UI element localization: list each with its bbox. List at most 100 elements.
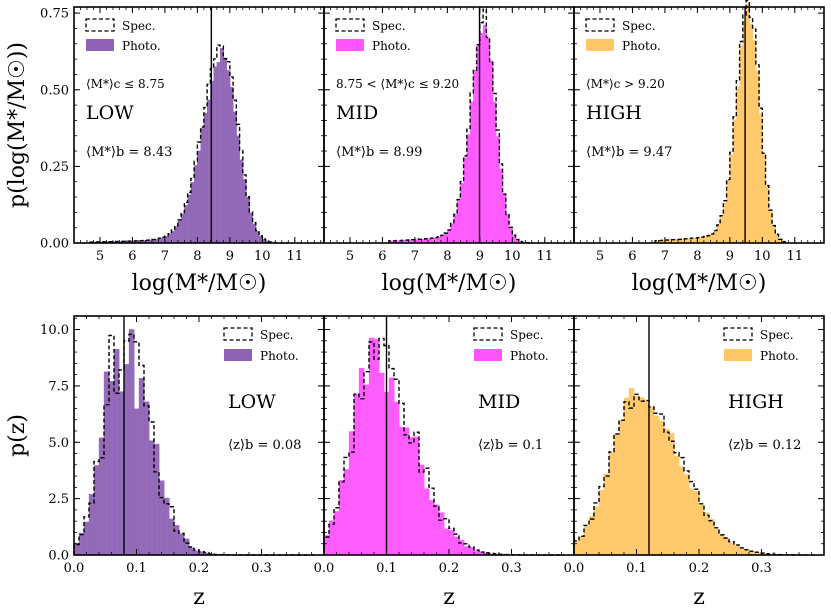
x-tick-label: 7	[411, 249, 419, 264]
legend-photo-label: Photo.	[622, 39, 661, 53]
photo-bar	[328, 520, 335, 556]
photo-bar	[338, 480, 345, 556]
photo-bar	[683, 474, 690, 556]
legend-spec-label: Spec.	[372, 19, 406, 33]
x-tick-label: 0.2	[689, 561, 710, 576]
photo-bar	[236, 135, 241, 244]
photo-bar	[598, 489, 605, 556]
photo-bar	[453, 536, 460, 556]
median-label: ⟨z⟩b = 0.1	[478, 438, 543, 453]
x-tick-label: 0.3	[251, 561, 272, 576]
bin-label: MID	[478, 391, 520, 413]
photo-bar	[716, 225, 721, 244]
x-tick-label: 11	[787, 249, 804, 264]
x-axis-title: z	[443, 585, 455, 610]
photo-bar	[123, 364, 130, 556]
legend-photo-swatch	[474, 349, 502, 361]
spec-outline	[388, 8, 533, 244]
legend-photo-swatch	[224, 349, 252, 361]
legend-photo-label: Photo.	[372, 39, 411, 53]
panel-top-low: 5 6 7 8 9 10 11 0.00 0.25 0.50 0.75 log(M*/M☉) p(log…	[5, 6, 325, 296]
bin-label: LOW	[86, 102, 134, 124]
photo-bar	[745, 4, 750, 244]
x-tick-label: 0.1	[376, 561, 397, 576]
photo-bar	[128, 329, 135, 556]
panel-top-mid: 5 6 7 8 9 10 11 log(M*/M☉) Spec. Photo. 8.75 < ⟨M*…	[323, 6, 575, 296]
legend-spec-swatch	[585, 18, 615, 32]
x-tick-label: 8	[443, 249, 451, 264]
photo-bar	[223, 58, 228, 244]
photo-bar	[736, 86, 741, 244]
spec-outline	[654, 0, 786, 243]
photo-bar	[428, 500, 435, 556]
legend-spec-label: Spec.	[510, 328, 544, 342]
photo-bar	[482, 25, 487, 244]
photo-bar	[469, 101, 474, 244]
photo-bar	[499, 168, 504, 244]
legend-spec-swatch	[85, 18, 115, 32]
legend-spec-label: Spec.	[260, 328, 294, 342]
photo-bar	[603, 473, 610, 556]
photo-bar	[460, 182, 465, 244]
bin-label: HIGH	[586, 102, 642, 124]
legend-photo-swatch	[724, 349, 752, 361]
photo-bar	[333, 511, 340, 556]
x-tick-label: 0.0	[64, 561, 85, 576]
x-tick-label: 8	[193, 249, 201, 264]
x-tick-label: 8	[693, 249, 701, 264]
photo-bar	[83, 521, 90, 556]
x-tick-label: 10	[754, 249, 771, 264]
x-tick-label: 11	[537, 249, 554, 264]
photo-bar	[703, 512, 710, 556]
y-axis-title: p(z)	[5, 414, 30, 457]
x-tick-label: 0.1	[626, 561, 647, 576]
photo-bar	[413, 436, 420, 556]
median-label: ⟨z⟩b = 0.08	[228, 438, 301, 453]
photo-bar	[648, 406, 655, 556]
photo-bar	[678, 466, 685, 556]
bin-label: HIGH	[728, 391, 784, 413]
x-tick-label: 11	[287, 249, 304, 264]
x-tick-label: 5	[346, 249, 354, 264]
legend-photo-label: Photo.	[260, 349, 299, 363]
x-tick-label: 7	[661, 249, 669, 264]
photo-bar	[593, 506, 600, 556]
x-tick-label: 0.1	[126, 561, 147, 576]
bin-label: MID	[336, 102, 378, 124]
photo-bar	[388, 377, 395, 556]
photo-bar	[219, 48, 224, 244]
x-tick-label: 5	[96, 249, 104, 264]
photo-bar	[78, 532, 85, 556]
photo-bar	[368, 337, 375, 556]
photo-bar	[423, 488, 430, 556]
bin-cut-label: 8.75 < ⟨M*⟩c ≤ 9.20	[336, 77, 459, 91]
photo-bar	[229, 86, 234, 244]
photo-bar	[178, 533, 185, 556]
x-axis-title: log(M*/M☉)	[632, 271, 767, 296]
photo-bar	[93, 465, 100, 556]
legend-spec-swatch	[335, 18, 365, 32]
photo-bar	[463, 157, 468, 244]
bin-label: LOW	[228, 391, 276, 413]
photo-bar	[749, 23, 754, 244]
photo-bar	[608, 452, 615, 556]
legend-photo-swatch	[86, 39, 114, 51]
legend-spec-label: Spec.	[122, 19, 156, 33]
photo-bar	[440, 235, 445, 244]
photo-bar	[108, 381, 115, 556]
photo-bar	[98, 437, 105, 556]
photo-bar	[153, 443, 160, 556]
legend-photo-swatch	[586, 39, 614, 51]
median-label: ⟨M*⟩b = 9.47	[586, 145, 672, 160]
photo-bar	[232, 111, 237, 244]
y-tick-label: 0.25	[40, 160, 69, 175]
photo-bar	[398, 426, 405, 556]
photo-bar	[373, 339, 380, 556]
photo-bar	[658, 420, 665, 556]
photo-bar	[638, 397, 645, 556]
photo-bar	[226, 70, 231, 244]
legend-spec-swatch	[723, 327, 753, 341]
photo-bar	[486, 37, 491, 244]
photo-bar	[393, 401, 400, 556]
photo-bar	[158, 480, 165, 556]
